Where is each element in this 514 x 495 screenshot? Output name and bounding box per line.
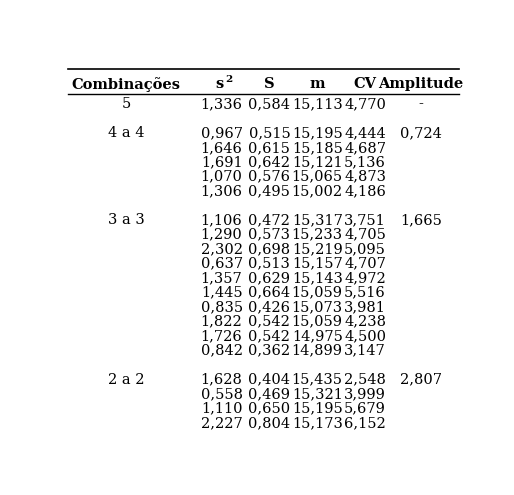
Text: 1,665: 1,665: [400, 213, 442, 227]
Text: 4,186: 4,186: [344, 184, 386, 198]
Text: 0,404: 0,404: [248, 373, 290, 387]
Text: Amplitude: Amplitude: [378, 77, 464, 91]
Text: 15,233: 15,233: [291, 228, 343, 242]
Text: 4,687: 4,687: [344, 141, 386, 155]
Text: 0,804: 0,804: [248, 416, 290, 430]
Text: 3,147: 3,147: [344, 344, 386, 357]
Text: 1,106: 1,106: [201, 213, 243, 227]
Text: Combinações: Combinações: [71, 77, 180, 92]
Text: 2: 2: [225, 75, 232, 84]
Text: 1,822: 1,822: [201, 315, 243, 329]
Text: 5,516: 5,516: [344, 286, 386, 299]
Text: S: S: [264, 77, 274, 91]
Text: 0,472: 0,472: [248, 213, 290, 227]
Text: 15,435: 15,435: [292, 373, 343, 387]
Text: 4,873: 4,873: [344, 170, 386, 184]
Text: CV: CV: [354, 77, 376, 91]
Text: 1,691: 1,691: [201, 155, 243, 169]
Text: 15,317: 15,317: [292, 213, 343, 227]
Text: 1,726: 1,726: [201, 329, 243, 343]
Text: 0,637: 0,637: [200, 257, 243, 271]
Text: 1,646: 1,646: [200, 141, 243, 155]
Text: 0,629: 0,629: [248, 271, 290, 285]
Text: 15,195: 15,195: [292, 401, 342, 415]
Text: 15,059: 15,059: [292, 286, 343, 299]
Text: 15,219: 15,219: [292, 242, 342, 256]
Text: 0,513: 0,513: [248, 257, 290, 271]
Text: 3,751: 3,751: [344, 213, 386, 227]
Text: 1,628: 1,628: [200, 373, 243, 387]
Text: 1,445: 1,445: [201, 286, 243, 299]
Text: 0,967: 0,967: [200, 126, 243, 141]
Text: 0,835: 0,835: [200, 300, 243, 314]
Text: -: -: [418, 98, 423, 111]
Text: 0,469: 0,469: [248, 387, 290, 401]
Text: 2,302: 2,302: [200, 242, 243, 256]
Text: 15,121: 15,121: [292, 155, 342, 169]
Text: 0,515: 0,515: [249, 126, 290, 141]
Text: 4,972: 4,972: [344, 271, 386, 285]
Text: 3,981: 3,981: [344, 300, 386, 314]
Text: 0,362: 0,362: [248, 344, 290, 357]
Text: m: m: [309, 77, 325, 91]
Text: 15,073: 15,073: [291, 300, 343, 314]
Text: 5: 5: [121, 98, 131, 111]
Text: 4,500: 4,500: [344, 329, 386, 343]
Text: 1,306: 1,306: [200, 184, 243, 198]
Text: 0,573: 0,573: [248, 228, 290, 242]
Text: 1,070: 1,070: [200, 170, 243, 184]
Text: 2,807: 2,807: [400, 373, 442, 387]
Text: 4,444: 4,444: [344, 126, 386, 141]
Text: 4,238: 4,238: [344, 315, 386, 329]
Text: 2,548: 2,548: [344, 373, 386, 387]
Text: 0,698: 0,698: [248, 242, 290, 256]
Text: s: s: [215, 77, 224, 91]
Text: 0,542: 0,542: [248, 315, 290, 329]
Text: 15,157: 15,157: [292, 257, 342, 271]
Text: 0,724: 0,724: [400, 126, 442, 141]
Text: 1,357: 1,357: [201, 271, 243, 285]
Text: 4,707: 4,707: [344, 257, 386, 271]
Text: 3,999: 3,999: [344, 387, 386, 401]
Text: 15,143: 15,143: [292, 271, 343, 285]
Text: 5,679: 5,679: [344, 401, 386, 415]
Text: 0,576: 0,576: [248, 170, 290, 184]
Text: 5,095: 5,095: [344, 242, 386, 256]
Text: 2 a 2: 2 a 2: [108, 373, 144, 387]
Text: 15,113: 15,113: [292, 98, 342, 111]
Text: 15,321: 15,321: [292, 387, 343, 401]
Text: 1,290: 1,290: [201, 228, 243, 242]
Text: 0,426: 0,426: [248, 300, 290, 314]
Text: 14,975: 14,975: [292, 329, 343, 343]
Text: 5,136: 5,136: [344, 155, 386, 169]
Text: 15,195: 15,195: [292, 126, 342, 141]
Text: 0,664: 0,664: [248, 286, 290, 299]
Text: 1,110: 1,110: [201, 401, 242, 415]
Text: 15,173: 15,173: [292, 416, 343, 430]
Text: 14,899: 14,899: [292, 344, 343, 357]
Text: 2,227: 2,227: [201, 416, 243, 430]
Text: 15,065: 15,065: [291, 170, 343, 184]
Text: 0,542: 0,542: [248, 329, 290, 343]
Text: 4 a 4: 4 a 4: [108, 126, 144, 141]
Text: 4,705: 4,705: [344, 228, 386, 242]
Text: 0,615: 0,615: [248, 141, 290, 155]
Text: 0,584: 0,584: [248, 98, 290, 111]
Text: 0,842: 0,842: [200, 344, 243, 357]
Text: 0,650: 0,650: [248, 401, 290, 415]
Text: 15,002: 15,002: [291, 184, 343, 198]
Text: 6,152: 6,152: [344, 416, 386, 430]
Text: 3 a 3: 3 a 3: [107, 213, 144, 227]
Text: 1,336: 1,336: [200, 98, 243, 111]
Text: 4,770: 4,770: [344, 98, 386, 111]
Text: 0,642: 0,642: [248, 155, 290, 169]
Text: 15,059: 15,059: [292, 315, 343, 329]
Text: 15,185: 15,185: [292, 141, 343, 155]
Text: 0,558: 0,558: [200, 387, 243, 401]
Text: 0,495: 0,495: [248, 184, 290, 198]
